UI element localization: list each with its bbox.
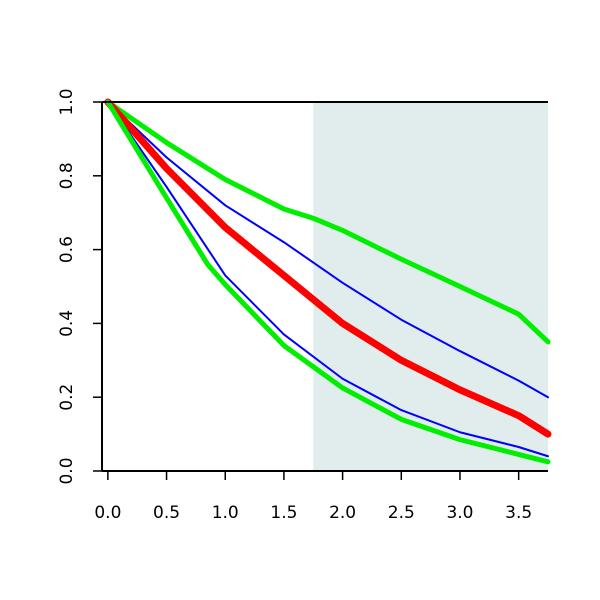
series-line-1 xyxy=(105,99,551,345)
x-tick-label: 3.0 xyxy=(446,503,473,523)
series-line-2 xyxy=(106,101,549,399)
y-tick-label: 0.6 xyxy=(57,236,77,263)
y-tick-label: 0.0 xyxy=(57,457,77,484)
x-tick-label: 2.0 xyxy=(329,503,356,523)
y-tick-label: 0.8 xyxy=(57,162,77,189)
x-tick-label: 1.5 xyxy=(270,503,297,523)
x-tick-label: 0.0 xyxy=(94,503,121,523)
series-line-3 xyxy=(104,98,552,438)
y-tick-label: 0.2 xyxy=(57,384,77,411)
y-tick-label: 0.4 xyxy=(57,310,77,337)
series-line-5 xyxy=(105,99,551,465)
x-tick-label: 2.5 xyxy=(388,503,415,523)
x-tick-label: 0.5 xyxy=(153,503,180,523)
x-tick-label: 1.0 xyxy=(212,503,239,523)
series-line-4 xyxy=(106,101,549,458)
x-tick-label: 3.5 xyxy=(505,503,532,523)
y-tick-label: 1.0 xyxy=(57,88,77,115)
